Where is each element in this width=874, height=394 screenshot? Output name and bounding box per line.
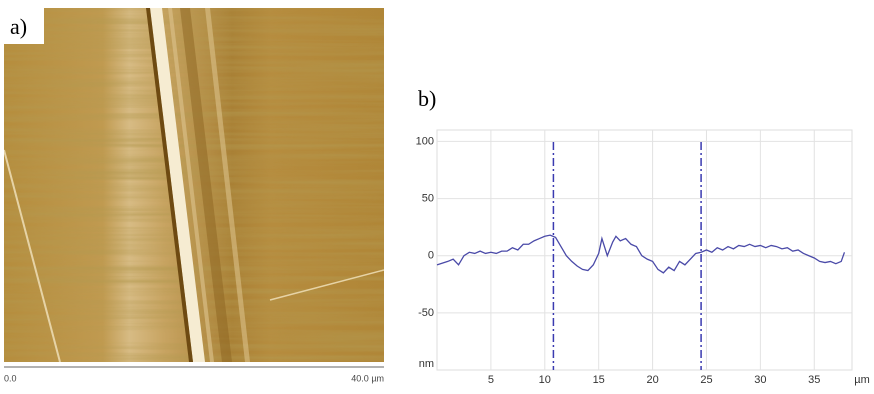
plot-area xyxy=(436,129,853,371)
panel-label: a) xyxy=(10,14,27,39)
x-tick-label: 30 xyxy=(754,374,766,386)
y-tick-label: 50 xyxy=(422,192,434,204)
scale-end: 40.0 µm xyxy=(351,373,384,383)
profile-line xyxy=(436,234,846,274)
x-tick-label: 5 xyxy=(488,374,494,386)
y-axis-label: nm xyxy=(419,358,434,370)
x-tick-label: 15 xyxy=(593,374,605,386)
label-box xyxy=(4,8,44,44)
y-tick-label: 0 xyxy=(428,250,434,262)
y-tick-label: -50 xyxy=(418,307,434,319)
panel-label: b) xyxy=(418,86,436,111)
x-axis-label: µm xyxy=(854,374,870,386)
y-tick-label: 100 xyxy=(416,135,434,147)
scale-start: 0.0 xyxy=(4,373,17,383)
x-tick-label: 25 xyxy=(700,374,712,386)
x-tick-label: 35 xyxy=(808,374,820,386)
x-tick-label: 20 xyxy=(646,374,658,386)
x-tick-label: 10 xyxy=(539,374,551,386)
afm-image xyxy=(4,8,384,362)
